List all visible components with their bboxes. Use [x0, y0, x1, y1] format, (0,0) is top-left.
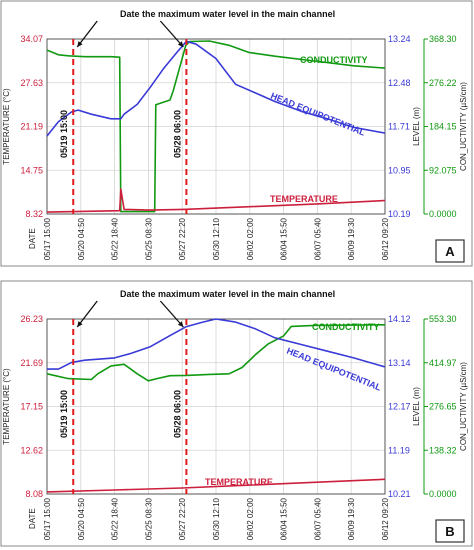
x-axis-title: DATE — [28, 508, 37, 529]
series-label-temperature: TEMPERATURE — [270, 194, 338, 204]
right-axis-level-tick-label: 12.48 — [388, 78, 411, 88]
right-axis-level-tick-label: 13.14 — [388, 358, 411, 368]
right-axis-level-tick-label: 11.71 — [388, 122, 410, 132]
right-axis-level-tick-label: 14.12 — [388, 314, 411, 324]
x-axis-tick-label: 05/20 04:50 — [77, 217, 86, 260]
event-line-label: 05/28 06:00 — [172, 390, 182, 438]
left-axis-title: TEMPERATURE (°C) — [2, 88, 11, 165]
x-axis-tick-label: 05/27 22:20 — [178, 497, 187, 540]
x-axis-tick-label: 06/07 05:40 — [313, 497, 322, 540]
left-axis-tick-label: 12.62 — [20, 445, 43, 455]
x-axis-tick-label: 05/27 22:20 — [178, 217, 187, 260]
annotation-arrow — [159, 300, 184, 328]
left-axis-tick-label: 34.07 — [20, 34, 43, 44]
annotation-arrow — [76, 20, 98, 48]
right-axis-level-tick-label: 13.24 — [388, 34, 411, 44]
panel-badge-box — [435, 519, 465, 543]
right-axis-level-tick-label: 12.17 — [388, 402, 411, 412]
x-axis-tick-label: 05/22 18:40 — [111, 217, 120, 260]
panel-b: 26.23 21.69 17.15 12.62 8.08 TEMPERATURE (°C)… — [0, 280, 474, 548]
series-label-conductivity: CONDUCTIVITY — [312, 322, 380, 332]
series-label-conductivity: CONDUCTIVITY — [300, 55, 368, 65]
event-line-label: 05/19 15:00 — [59, 110, 69, 158]
event-line-label: 05/28 06:00 — [172, 110, 182, 158]
x-axis-tick-label: 06/12 09:20 — [381, 217, 390, 260]
series-line-head-equipotential — [47, 318, 386, 370]
x-axis-tick-label: 05/30 12:10 — [212, 497, 221, 540]
left-axis-tick-label: 26.23 — [20, 314, 43, 324]
series-line-temperature — [46, 478, 386, 493]
right-axis-level-title: LEVEL (m) — [412, 387, 421, 426]
right-axis-conductivity-tick-label: 414.97 — [429, 358, 457, 368]
x-axis-tick-label: 05/17 15:00 — [43, 497, 52, 540]
panel-frame — [0, 280, 473, 547]
left-axis-tick-label: 21.69 — [20, 358, 43, 368]
panel-badge-label: B — [445, 524, 454, 539]
x-axis-tick-label: 05/25 08:30 — [144, 497, 153, 540]
right-axis-conductivity-tick-label: 553.30 — [429, 314, 457, 324]
x-axis-tick-label: 06/04 15:50 — [280, 497, 289, 540]
right-axis-conductivity-tick-label: 92.075 — [429, 165, 457, 175]
chart-a-svg: 34.07 27.63 21.19 14.75 8.32 TEMPERATURE (°C)… — [0, 0, 473, 267]
left-axis-tick-label: 21.19 — [20, 122, 43, 132]
right-axis-conductivity-tick-label: 276.65 — [429, 402, 457, 412]
x-axis-tick-label: 06/04 15:50 — [280, 217, 289, 260]
panel-a: 34.07 27.63 21.19 14.75 8.32 TEMPERATURE (°C)… — [0, 0, 474, 268]
right-axis-conductivity-tick-label: 276.22 — [429, 78, 457, 88]
annotation-text: Date the maximum water level in the main… — [120, 9, 335, 19]
chart-b-svg: 26.23 21.69 17.15 12.62 8.08 TEMPERATURE (°C)… — [0, 280, 473, 547]
right-axis-level-tick-label: 10.95 — [388, 165, 411, 175]
x-axis-title: DATE — [28, 228, 37, 249]
right-axis-level-tick-label: 10.19 — [388, 209, 411, 219]
right-axis-conductivity-tick-label: 0.0000 — [429, 209, 457, 219]
right-axis-conductivity-tick-label: 138.32 — [429, 445, 457, 455]
left-axis-title: TEMPERATURE (°C) — [2, 368, 11, 445]
series-line-head-equipotential — [46, 40, 386, 137]
x-axis-tick-label: 06/02 02:00 — [246, 217, 255, 260]
x-axis-tick-label: 05/30 12:10 — [212, 217, 221, 260]
x-axis-tick-label: 06/07 05:40 — [313, 217, 322, 260]
panel-badge-box — [435, 239, 465, 263]
x-axis-tick-label: 06/09 19:30 — [347, 217, 356, 260]
annotation-arrowhead — [177, 41, 184, 47]
x-axis-tick-label: 06/12 09:20 — [381, 497, 390, 540]
right-axis-level-tick-label: 10.21 — [388, 489, 411, 499]
plot-area — [46, 38, 386, 215]
panel-badge-label: A — [445, 244, 455, 259]
left-axis-tick-label: 17.15 — [20, 402, 43, 412]
left-axis-tick-label: 8.32 — [25, 209, 43, 219]
x-axis-tick-label: 06/02 02:00 — [246, 497, 255, 540]
left-axis-tick-label: 8.08 — [25, 489, 43, 499]
right-axis-conductivity-title: CON_UCTIVITY (µS/cm) — [459, 362, 468, 451]
left-axis-tick-label: 27.63 — [20, 78, 43, 88]
annotation-arrowhead — [77, 41, 83, 47]
right-axis-conductivity-tick-label: 0.0000 — [429, 489, 457, 499]
annotation-arrowhead — [177, 321, 184, 327]
right-axis-conductivity-tick-label: 368.30 — [429, 34, 457, 44]
right-axis-level-tick-label: 11.19 — [388, 445, 410, 455]
series-label-temperature: TEMPERATURE — [205, 477, 273, 487]
x-axis-tick-label: 05/17 15:00 — [43, 217, 52, 260]
series-line-conductivity — [46, 40, 386, 213]
series-line-temperature — [46, 188, 386, 213]
annotation-arrowhead — [77, 321, 83, 327]
annotation-arrow — [76, 300, 98, 328]
event-line-label: 05/19 15:00 — [59, 390, 69, 438]
right-axis-conductivity-tick-label: 184.15 — [429, 122, 457, 132]
x-axis-tick-label: 05/20 04:50 — [77, 497, 86, 540]
series-line-conductivity — [46, 324, 386, 382]
annotation-text: Date the maximum water level in the main… — [120, 289, 335, 299]
annotation-arrow — [159, 20, 184, 48]
right-axis-level-title: LEVEL (m) — [412, 107, 421, 146]
x-axis-tick-label: 05/22 18:40 — [111, 497, 120, 540]
left-axis-tick-label: 14.75 — [20, 165, 43, 175]
right-axis-conductivity-title: CON_UCTIVITY (µS/cm) — [459, 82, 468, 171]
x-axis-tick-label: 05/25 08:30 — [144, 217, 153, 260]
x-axis-tick-label: 06/09 19:30 — [347, 497, 356, 540]
